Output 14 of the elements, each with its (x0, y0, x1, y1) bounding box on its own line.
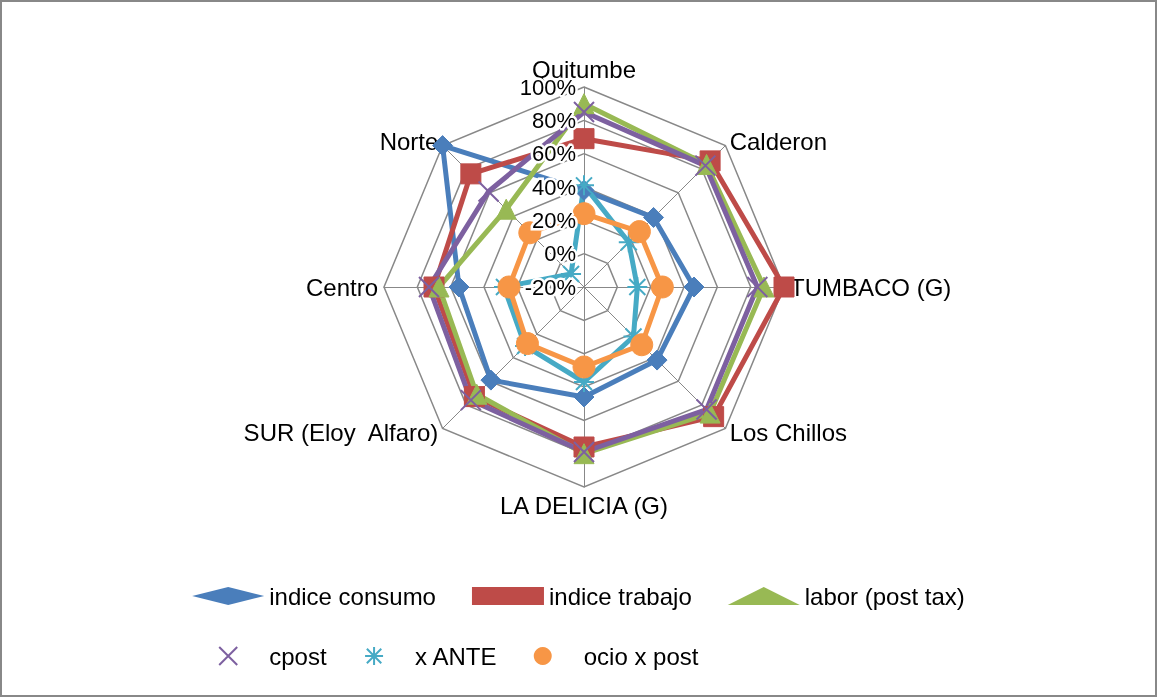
spoke-label: SUR (Eloy Alfaro) (243, 419, 439, 447)
spoke-label: TUMBACO (G) (790, 273, 952, 301)
spoke-label: Centro (305, 273, 378, 301)
spoke-label: Calderon (729, 127, 828, 155)
spoke-label: Norte (379, 127, 439, 155)
spoke-label: Los Chillos (729, 419, 848, 447)
legend-label: indice consumo (269, 582, 436, 610)
legend-label: labor (post tax) (804, 582, 965, 610)
legend-label: ocio x post (583, 642, 699, 670)
spoke-label: LA DELICIA (G) (499, 491, 669, 519)
y-tick-label: -20% (524, 274, 576, 300)
legend-label: indice trabajo (548, 582, 692, 610)
legend-label: cpost (269, 642, 327, 670)
legend-label: x ANTE (415, 642, 497, 670)
